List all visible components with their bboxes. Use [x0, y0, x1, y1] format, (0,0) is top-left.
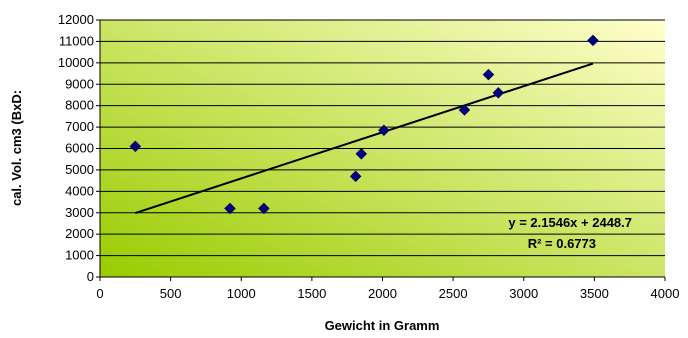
- y-tick-label: 11000: [59, 33, 94, 48]
- trendline-group: [135, 62, 594, 214]
- x-tick-label: 4000: [651, 286, 680, 301]
- y-tick-label: 1000: [65, 248, 94, 263]
- data-point-marker: [349, 170, 362, 183]
- x-axis-title: Gewicht in Gramm: [325, 318, 440, 333]
- data-point-marker: [224, 202, 236, 215]
- y-tick-label: 8000: [65, 98, 94, 113]
- x-tick-label: 3000: [509, 286, 538, 301]
- x-tick-label: 1500: [297, 286, 326, 301]
- y-tick-label: 10000: [58, 55, 94, 70]
- y-tick-labels: 0 1000 2000 3000 4000 5000 6000 7000 8000 9000 100…: [58, 12, 94, 284]
- y-tick-label: 7000: [65, 119, 94, 134]
- x-tick-label: 2500: [439, 286, 468, 301]
- y-tick-label: 12000: [58, 12, 94, 27]
- gridlines: [100, 19, 665, 278]
- x-tick-label: 3500: [580, 286, 609, 301]
- data-point-marker: [378, 124, 390, 137]
- data-point-marker: [482, 68, 495, 81]
- data-point-marker: [587, 34, 599, 47]
- data-point-marker: [129, 140, 142, 153]
- data-point-marker: [458, 104, 471, 116]
- y-axis-title: cal. Vol. cm3 (BxD:: [9, 90, 24, 206]
- x-tick-labels: 0 500 1000 1500 2000 2500 3000 3500 4000: [96, 286, 679, 301]
- data-points: [129, 34, 599, 215]
- y-tick-label: 9000: [65, 76, 94, 91]
- x-tick-label: 2000: [368, 286, 397, 301]
- x-tick-label: 1000: [227, 286, 256, 301]
- x-tick-label: 500: [160, 286, 182, 301]
- y-tick-label: 5000: [65, 162, 94, 177]
- x-tick-label: 0: [96, 286, 103, 301]
- trendline: [135, 62, 594, 214]
- y-tick-label: 2000: [65, 226, 94, 241]
- y-tick-label: 4000: [65, 183, 94, 198]
- axes: [96, 19, 666, 281]
- data-point-marker: [355, 148, 368, 160]
- y-tick-label: 6000: [65, 141, 94, 156]
- y-tick-label: 3000: [65, 205, 94, 220]
- r-squared-label: R² = 0.6773: [528, 236, 596, 251]
- data-point-marker: [492, 86, 505, 99]
- y-tick-label: 0: [87, 269, 94, 284]
- trendline-equation: y = 2.1546x + 2448.7: [508, 215, 632, 230]
- data-point-marker: [257, 202, 270, 215]
